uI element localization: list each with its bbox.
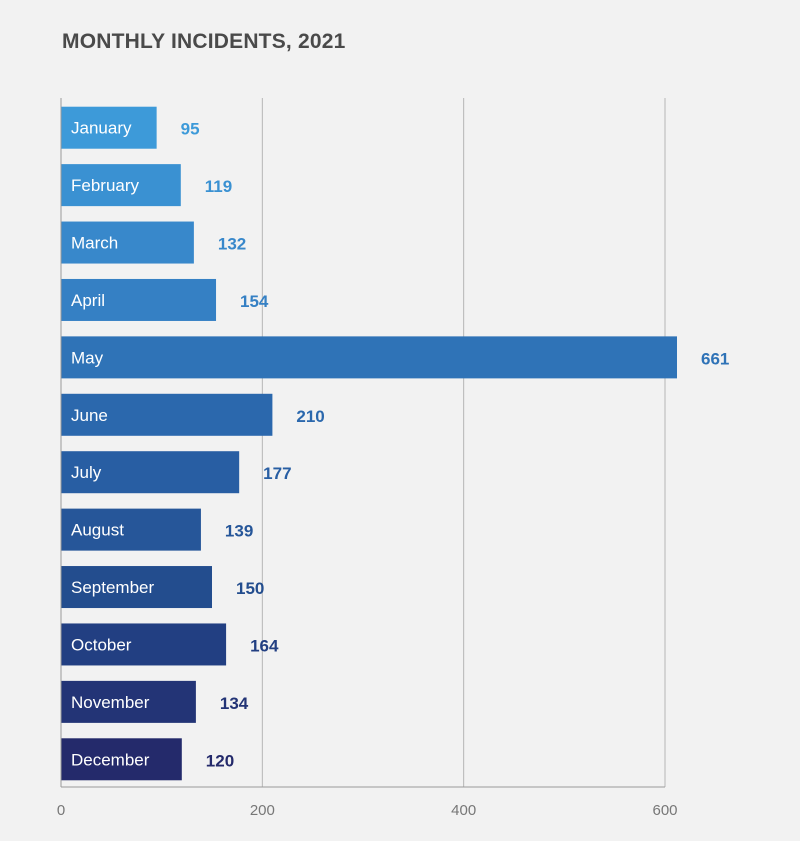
chart-title: MONTHLY INCIDENTS, 2021: [62, 30, 346, 53]
bar-category-label: January: [71, 119, 132, 138]
bar: [61, 336, 677, 379]
bar: [61, 623, 227, 666]
x-axis: 0 200 400 600: [57, 98, 678, 819]
bar: [61, 106, 157, 149]
bar-category-label: June: [71, 406, 108, 425]
bar: [61, 221, 194, 264]
grid-lines: [261, 98, 666, 787]
bar-category-label: December: [71, 750, 150, 769]
bar-category-label: October: [71, 635, 132, 654]
bar-value-label: 119: [205, 177, 232, 196]
bar-category-label: August: [71, 521, 124, 540]
x-tick-label: 600: [652, 802, 677, 819]
x-tick-label: 400: [451, 802, 476, 819]
bars: January 95 February 119 March 132 April 154 May 6…: [61, 106, 729, 781]
bar-value-label: 210: [296, 407, 324, 426]
bar-value-label: 95: [181, 120, 200, 139]
bar-value-label: 154: [240, 292, 269, 311]
bar: [61, 738, 182, 781]
bar-value-label: 177: [263, 464, 291, 483]
bar-value-label: 164: [250, 636, 279, 655]
bar-category-label: July: [71, 463, 102, 482]
bar-value-label: 134: [220, 694, 249, 713]
bar: [61, 393, 273, 436]
bar-value-label: 150: [236, 579, 264, 598]
bar: [61, 680, 196, 723]
bar-category-label: September: [71, 578, 154, 597]
bar-value-label: 132: [218, 235, 246, 254]
x-tick-label: 0: [57, 802, 65, 819]
bar: [61, 566, 212, 609]
bar: [61, 508, 201, 551]
bar-category-label: April: [71, 291, 105, 310]
bar: [61, 278, 217, 321]
bar-category-label: March: [71, 234, 118, 253]
x-tick-label: 200: [250, 802, 275, 819]
bar: [61, 451, 240, 494]
bar: [61, 164, 181, 207]
bar-category-label: February: [71, 176, 140, 195]
bar-value-label: 139: [225, 522, 253, 541]
bar-value-label: 661: [701, 349, 729, 368]
bar-category-label: November: [71, 693, 150, 712]
bar-category-label: May: [71, 348, 104, 367]
bar-value-label: 120: [206, 751, 234, 770]
